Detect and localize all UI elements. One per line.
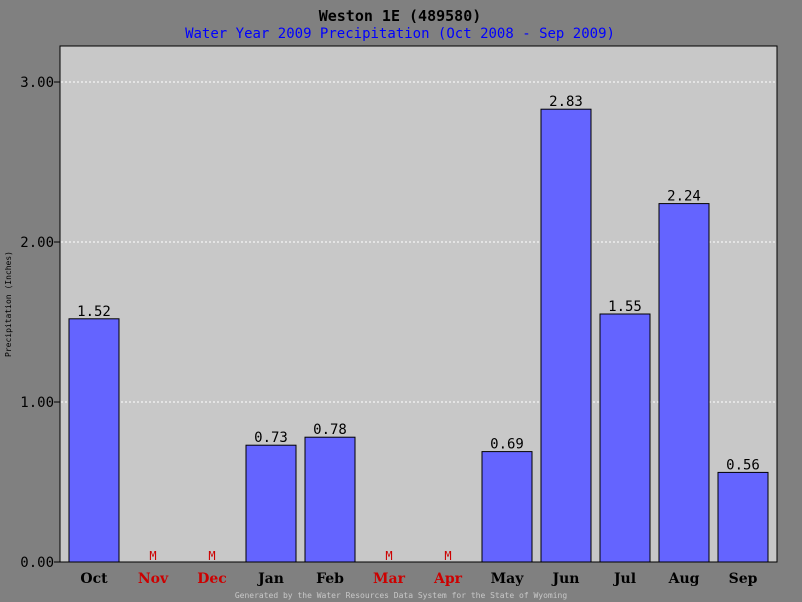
x-tick-label-dec: Dec: [197, 571, 227, 587]
y-axis-label: Precipitation (Inches): [4, 251, 13, 357]
y-tick-label: 3.00: [20, 75, 54, 91]
missing-marker-dec: M: [208, 549, 215, 563]
x-tick-label-oct: Oct: [80, 571, 108, 587]
x-tick-label-mar: Mar: [373, 571, 406, 587]
missing-marker-mar: M: [385, 549, 392, 563]
x-tick-label-jun: Jun: [551, 571, 580, 587]
value-label-sep: 0.56: [726, 457, 760, 473]
bar-oct: [68, 318, 120, 563]
chart-subtitle: Water Year 2009 Precipitation (Oct 2008 …: [185, 26, 615, 42]
bar-sep: [717, 471, 769, 563]
x-tick-label-jan: Jan: [256, 571, 284, 587]
value-label-jun: 2.83: [549, 94, 583, 110]
x-tick-label-apr: Apr: [433, 571, 463, 587]
x-tick-label-sep: Sep: [729, 571, 758, 587]
x-tick-label-jul: Jul: [612, 571, 636, 587]
value-label-jul: 1.55: [608, 299, 642, 315]
footer-credit: Generated by the Water Resources Data Sy…: [235, 591, 568, 600]
x-tick-label-may: May: [491, 571, 525, 587]
value-label-oct: 1.52: [77, 304, 111, 320]
x-tick-label-nov: Nov: [138, 571, 169, 587]
bars: [68, 108, 769, 563]
missing-marker-nov: M: [149, 549, 156, 563]
value-labels: 1.52 M M 0.73 0.78 M M 0.69 2.83 1.55 2.24 0.56: [77, 94, 760, 563]
bar-jun: [540, 108, 592, 563]
bar-jul: [599, 313, 651, 563]
missing-marker-apr: M: [444, 549, 451, 563]
value-label-jan: 0.73: [254, 430, 288, 446]
value-label-may: 0.69: [490, 437, 524, 453]
bar-feb: [304, 436, 356, 563]
y-tick-label: 1.00: [20, 395, 54, 411]
bar-aug: [658, 203, 710, 563]
value-label-feb: 0.78: [313, 422, 347, 438]
bar-jan: [245, 444, 297, 563]
x-axis-ticks: Oct Nov Dec Jan Feb Mar Apr May Jun Jul Aug Sep: [80, 571, 757, 587]
y-tick-label: 2.00: [20, 235, 54, 251]
x-tick-label-feb: Feb: [316, 571, 344, 587]
grid-lines: [61, 81, 776, 403]
y-tick-label: 0.00: [20, 555, 54, 571]
x-tick-label-aug: Aug: [668, 571, 700, 587]
value-label-aug: 2.24: [667, 189, 701, 205]
y-axis-ticks: 0.00 1.00 2.00 3.00: [20, 75, 60, 571]
plot-area: [59, 45, 778, 563]
chart-title: Weston 1E (489580): [319, 7, 482, 25]
bar-may: [481, 451, 533, 563]
